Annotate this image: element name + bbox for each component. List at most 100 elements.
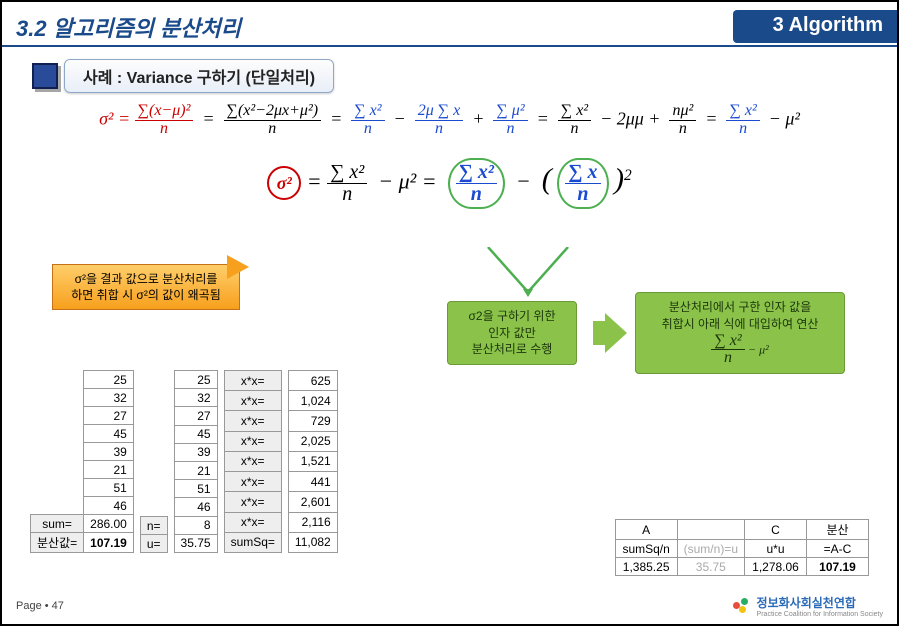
table-cell: 46 [84,497,134,515]
r3c1: 1,385.25 [615,558,677,576]
page-number: Page • 47 [16,600,64,612]
sigma2-lhs: σ² [99,108,113,128]
table-cell: 45 [84,425,134,443]
table-x-values-2: 25 32 27 45 39 21 51 46 8 35.75 [174,370,218,553]
table-cell: 21 [174,461,217,479]
fb-n: ∑ x² [456,162,497,184]
org-sub: Practice Coalition for Information Socie… [757,611,883,618]
g2ft: − μ² [748,342,769,356]
table-cell: 46 [174,498,217,516]
u-label: u= [140,535,167,553]
t4n: ∑ x² [558,103,591,121]
table-cell: 21 [84,461,134,479]
warning-line2: 하면 취합 시 σ²의 값이 왜곡됨 [71,288,221,302]
xx-label: x*x= [224,492,281,512]
table-cell: 25 [174,371,217,389]
t4mid: − 2μμ + [600,108,660,128]
xx-label: x*x= [224,391,281,411]
r3c4: 107.19 [807,558,869,576]
g2fn: ∑ x² [711,333,744,351]
slide-header: 3.2 알고리즘의 분산처리 3 Algorithm [2,2,897,47]
rh2 [677,520,744,540]
table-cell: 2,601 [288,492,337,512]
table-cell: 45 [174,425,217,443]
f2-den: n [224,121,322,138]
table-cell: 27 [174,407,217,425]
t2c: 2μ [418,102,434,119]
sumsq-value: 11,082 [288,532,337,552]
table-cell: 441 [288,472,337,492]
t5n: nμ² [669,103,696,121]
rh4: 분산 [807,520,869,540]
u-value: 35.75 [174,534,217,552]
term-sumx2-n-circled: ∑ x²n [448,158,505,209]
r2c4: =A-C [807,540,869,558]
t3d: n [493,121,527,138]
sigma2-circled: σ² [267,166,301,200]
step2-box: 분산처리에서 구한 인자 값을 취합시 아래 식에 대입하여 연산 ∑ x²n … [635,292,845,374]
term-sumx-n-circled: ∑ xn [557,158,608,209]
case-subtitle: 사례 : Variance 구하기 (단일처리) [64,59,334,93]
t3n: ∑ μ² [493,103,527,121]
fc-n: ∑ x [565,162,600,184]
rh3: C [745,520,807,540]
var-value: 107.19 [84,533,134,553]
r3c3: 1,278.06 [745,558,807,576]
sum-label: sum= [31,515,84,533]
g2l2: 취합시 아래 식에 대입하여 연산 [662,317,819,331]
subtitle-wrap: 사례 : Variance 구하기 (단일처리) [32,59,897,93]
g1l1: σ2을 구하기 위한 [469,309,556,323]
table-cell: 51 [84,479,134,497]
arrow-right-icon [605,313,627,353]
t6d: n [726,121,759,138]
fa-d: n [327,184,367,205]
section-title: 3.2 알고리즘의 분산처리 [16,11,241,43]
logo-icon [733,598,753,614]
f2-num: ∑(x²−2μx+μ²) [224,103,322,121]
warning-line1: σ²을 결과 값으로 분산처리를 [75,272,218,286]
r2c3: u*u [745,540,807,558]
data-tables: 25 32 27 45 39 21 51 46 sum=286.00 분산값=1… [30,370,338,553]
t4d: n [558,121,591,138]
t5d: n [669,121,696,138]
xx-label: x*x= [224,411,281,431]
table-xx-values: 625 1,024 729 2,025 1,521 441 2,601 2,11… [288,370,338,553]
t6tail: − μ² [769,108,800,128]
step1-box: σ2을 구하기 위한 인자 값만 분산처리로 수행 [447,301,577,365]
table-cell: 25 [84,371,134,389]
table-n-u: n= u= [140,516,168,553]
table-cell: 51 [174,480,217,498]
table-cell: 1,024 [288,391,337,411]
r2c2: (sum/n)=u [677,540,744,558]
var-label: 분산값= [31,533,84,553]
g2l1: 분산처리에서 구한 인자 값을 [669,300,811,314]
table-x-values: 25 32 27 45 39 21 51 46 sum=286.00 분산값=1… [30,370,134,553]
table-cell: 39 [174,443,217,461]
minus-mu2: − μ² = [378,168,436,193]
table-cell: 2,116 [288,512,337,532]
table-cell: 32 [84,389,134,407]
table-xx-labels: x*x= x*x= x*x= x*x= x*x= x*x= x*x= x*x= … [224,370,282,553]
formula-derivation: σ² = ∑(x−μ)²n = ∑(x²−2μx+μ²)n = ∑ x²n − … [22,103,877,138]
table-cell: 2,025 [288,431,337,451]
fc-d: n [565,184,600,205]
n-label: n= [140,517,167,535]
org-name: 정보화사회실천연합 [757,596,856,610]
xx-label: x*x= [224,371,281,391]
table-cell: 625 [288,371,337,391]
t2n: ∑ x [438,102,461,119]
formula-key: σ² = ∑ x²n − μ² = ∑ x²n − ( ∑ xn )2 [190,158,710,209]
table-cell: 32 [174,389,217,407]
xx-label: x*x= [224,472,281,492]
result-table: A C 분산 sumSq/n (sum/n)=u u*u =A-C 1,385.… [615,519,869,576]
chapter-label: 3 Algorithm [733,10,897,43]
rh1: A [615,520,677,540]
table-cell: 1,521 [288,451,337,471]
xx-label: x*x= [224,512,281,532]
t1n: ∑ x² [351,103,384,121]
g1l3: 분산처리로 수행 [472,342,553,356]
n-value: 8 [174,516,217,534]
f1-den: n [135,121,194,138]
xx-label: x*x= [224,451,281,471]
r3c2: 35.75 [677,558,744,576]
